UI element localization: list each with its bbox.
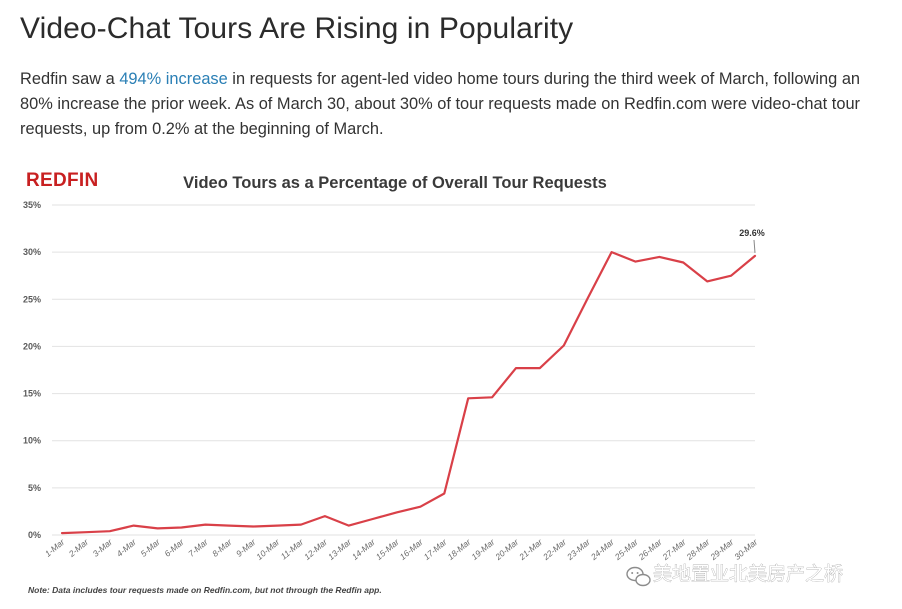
x-tick-label: 4-Mar [115, 536, 139, 559]
intro-text-before: Redfin saw a [20, 70, 120, 88]
y-tick-label: 30% [23, 247, 41, 257]
y-tick-label: 10% [23, 436, 41, 446]
watermark: 美地置业北美房产之桥 [626, 563, 843, 587]
article-heading: Video-Chat Tours Are Rising in Popularit… [20, 12, 574, 45]
x-tick-label: 24-Mar [588, 536, 617, 562]
x-tick-label: 8-Mar [210, 536, 234, 559]
chart-svg: REDFIN Video Tours as a Percentage of Ov… [23, 170, 843, 595]
x-tick-label: 29-Mar [708, 536, 737, 562]
x-tick-label: 13-Mar [326, 536, 354, 562]
x-tick-label: 17-Mar [422, 536, 450, 562]
x-tick-label: 28-Mar [684, 536, 713, 562]
data-label-layer: 29.6% [739, 228, 765, 253]
x-tick-label: 3-Mar [91, 536, 115, 559]
intro-text-after: in requests for agent-led video home tou… [20, 70, 861, 138]
data-label-leader [753, 239, 756, 253]
y-tick-label: 35% [23, 200, 41, 210]
chart-title: Video Tours as a Percentage of Overall T… [183, 174, 607, 192]
series-layer [60, 250, 757, 535]
x-tick-label: 10-Mar [254, 536, 282, 562]
x-tick-label: 21-Mar [516, 536, 545, 562]
series-line [60, 250, 757, 535]
x-tick-label: 6-Mar [162, 536, 186, 559]
chart-note: Note: Data includes tour requests made o… [28, 585, 382, 595]
wechat-icon [626, 566, 651, 587]
x-tick-label: 5-Mar [138, 536, 162, 559]
x-tick-label: 19-Mar [469, 536, 497, 562]
y-tick-label: 20% [23, 341, 41, 351]
x-tick-label: 20-Mar [492, 536, 521, 562]
chart-grid [52, 204, 755, 536]
redfin-logo: REDFIN [26, 170, 99, 191]
y-axis-ticks: 0% 5% 10% 15% 20% 25% 30% 35% [23, 200, 41, 540]
x-tick-label: 22-Mar [540, 536, 569, 562]
x-tick-label: 14-Mar [350, 536, 378, 562]
x-tick-label: 15-Mar [374, 536, 402, 562]
x-tick-label: 2-Mar [66, 536, 91, 559]
x-tick-label: 7-Mar [186, 536, 210, 559]
watermark-text: 美地置业北美房产之桥 [653, 563, 843, 585]
x-tick-label: 12-Mar [302, 536, 330, 562]
x-axis-ticks: 1-Mar 2-Mar 3-Mar 4-Mar 5-Mar 6-Mar 7-Mar 8-Mar… [43, 536, 760, 562]
y-tick-label: 15% [23, 389, 41, 399]
chart-container: REDFIN Video Tours as a Percentage of Ov… [0, 160, 902, 609]
x-tick-label: 27-Mar [660, 536, 689, 562]
x-tick-label: 18-Mar [445, 536, 473, 562]
y-tick-label: 0% [28, 530, 41, 540]
increase-link[interactable]: 494% increase [119, 70, 228, 88]
article-intro: Redfin saw a 494% increase in requests f… [20, 67, 890, 142]
x-tick-label: 1-Mar [43, 536, 67, 559]
y-tick-label: 25% [23, 294, 41, 304]
data-label: 29.6% [739, 228, 765, 238]
x-tick-label: 11-Mar [279, 536, 306, 561]
x-tick-label: 25-Mar [612, 536, 641, 562]
x-tick-label: 16-Mar [398, 536, 426, 562]
y-tick-label: 5% [28, 483, 41, 493]
x-tick-label: 23-Mar [564, 536, 593, 562]
x-tick-label: 30-Mar [732, 536, 760, 562]
x-tick-label: 26-Mar [636, 536, 665, 562]
